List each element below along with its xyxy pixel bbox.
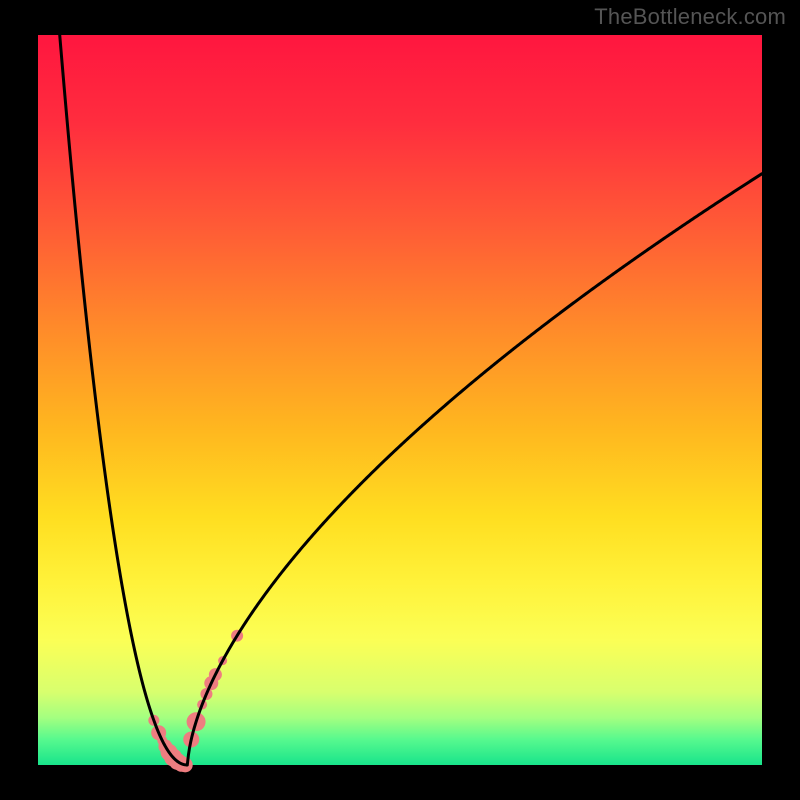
chart-container: { "watermark": { "text": "TheBottleneck.… <box>0 0 800 800</box>
watermark-text: TheBottleneck.com <box>594 4 786 30</box>
bottleneck-chart <box>0 0 800 800</box>
